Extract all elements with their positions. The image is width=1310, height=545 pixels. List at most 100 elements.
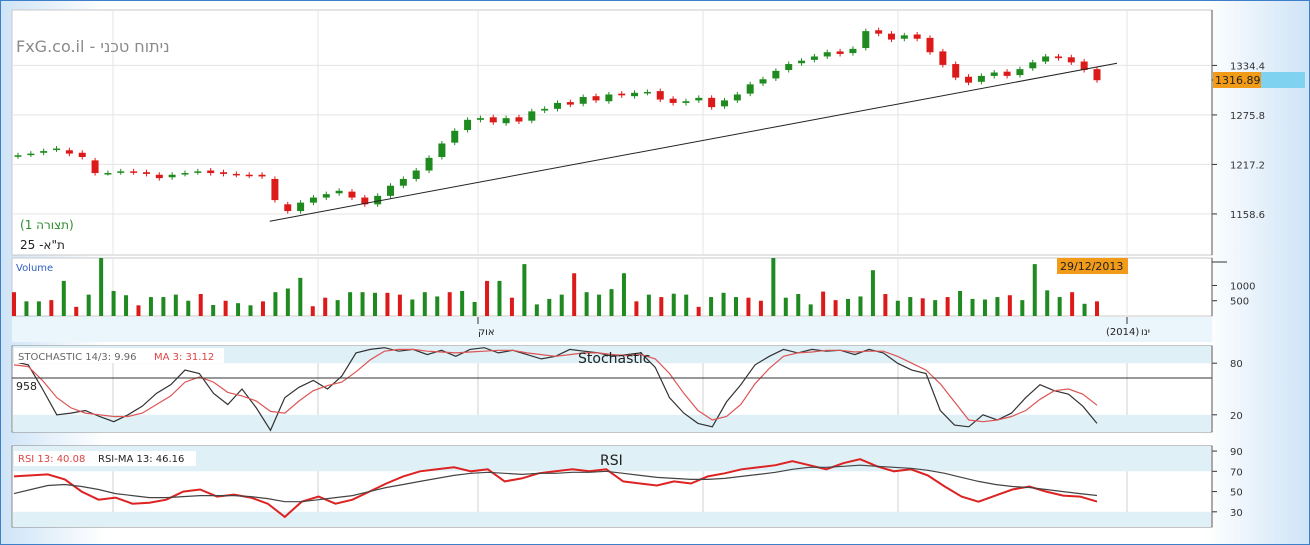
volume-bar — [870, 270, 875, 316]
candle — [772, 70, 780, 79]
volume-bar — [597, 294, 602, 316]
stoch-left-value: 958 — [16, 380, 37, 393]
price-panel — [11, 9, 1213, 256]
volume-bar — [995, 297, 1000, 316]
candle — [232, 173, 240, 176]
candle — [361, 197, 369, 205]
candle — [669, 98, 677, 103]
volume-bar — [671, 293, 676, 316]
candle — [810, 56, 818, 60]
candle — [1093, 69, 1101, 81]
candle — [104, 173, 112, 175]
candle — [271, 178, 279, 201]
candle — [451, 130, 459, 143]
candle — [695, 97, 703, 101]
volume-bar — [1082, 303, 1087, 316]
candle — [335, 190, 343, 194]
volume-bar — [61, 280, 66, 316]
volume-bar — [696, 306, 701, 316]
volume-bar — [858, 296, 863, 316]
volume-bar — [709, 297, 714, 316]
volume-bar — [1095, 301, 1099, 316]
volume-bar — [982, 299, 987, 316]
volume-bar — [1020, 300, 1025, 316]
candle — [489, 117, 497, 123]
candle — [65, 150, 73, 154]
candle — [348, 191, 356, 198]
volume-bar — [236, 303, 241, 316]
candle — [399, 178, 407, 186]
volume-bar — [634, 301, 639, 316]
candle — [142, 172, 150, 174]
osc-tick-label: 30 — [1230, 508, 1243, 519]
stoch-ma-label: MA 3: 31.12 — [154, 352, 214, 363]
candle — [746, 84, 754, 94]
candle — [605, 94, 613, 102]
volume-bar — [136, 305, 141, 316]
volume-bar — [460, 290, 465, 316]
candle — [1054, 56, 1062, 59]
view-label: (תצורה 1) — [20, 218, 74, 232]
volume-bar — [846, 298, 851, 316]
volume-bar — [223, 300, 228, 316]
volume-bar — [497, 280, 502, 316]
rsi-ma-label: RSI-MA 13: 46.16 — [98, 454, 184, 465]
volume-tick-label: 1000 — [1230, 281, 1255, 292]
candle — [181, 173, 189, 175]
candle — [656, 91, 664, 100]
volume-bar — [285, 288, 290, 316]
volume-bar — [385, 292, 390, 316]
instrument-label: ת"א- 25 — [20, 238, 65, 252]
candle — [476, 118, 484, 120]
stoch-label-box — [14, 348, 224, 363]
candle — [977, 75, 985, 82]
candle — [515, 117, 523, 122]
candle — [823, 52, 831, 57]
candle — [965, 76, 973, 83]
volume-bar — [783, 297, 788, 316]
candle — [1029, 62, 1037, 69]
volume-bar — [796, 294, 801, 316]
candle — [425, 157, 433, 171]
candle — [952, 64, 960, 78]
volume-bar — [771, 258, 776, 316]
volume-bar — [273, 292, 278, 316]
candle — [168, 174, 176, 178]
volume-bar — [49, 300, 54, 316]
volume-bar — [161, 297, 166, 316]
candle — [27, 153, 35, 156]
volume-bar — [86, 294, 91, 316]
candle — [53, 148, 61, 151]
rsi-label: RSI 13: 40.08 — [18, 454, 85, 465]
volume-bar — [397, 294, 402, 316]
volume-bar — [534, 304, 539, 316]
x-tick-label: אוק — [478, 327, 495, 338]
current-price-badge — [1213, 72, 1261, 88]
trendline — [269, 62, 1118, 222]
volume-bar — [323, 297, 328, 316]
candle — [990, 72, 998, 76]
volume-bar — [895, 300, 900, 316]
volume-bar — [746, 297, 751, 316]
candle — [258, 174, 266, 177]
candle — [374, 195, 382, 205]
candle — [387, 185, 395, 196]
volume-bar — [12, 292, 16, 316]
candle — [14, 155, 22, 157]
volume-bar — [198, 294, 203, 316]
volume-bar — [211, 305, 216, 316]
osc-tick-label: 50 — [1230, 488, 1243, 499]
candle — [130, 171, 138, 173]
price-tick-label: 1217.2 — [1230, 160, 1265, 171]
current-price-arrow — [1261, 72, 1305, 88]
volume-bar — [958, 290, 963, 316]
osc-tick-label: 70 — [1230, 467, 1243, 478]
osc-tick-label: 90 — [1230, 447, 1243, 458]
candle — [939, 51, 947, 65]
volume-bar — [908, 297, 913, 316]
volume-bar — [124, 295, 129, 316]
x-axis-band — [12, 317, 1212, 342]
volume-bar — [734, 297, 738, 316]
volume-bar — [335, 300, 340, 316]
